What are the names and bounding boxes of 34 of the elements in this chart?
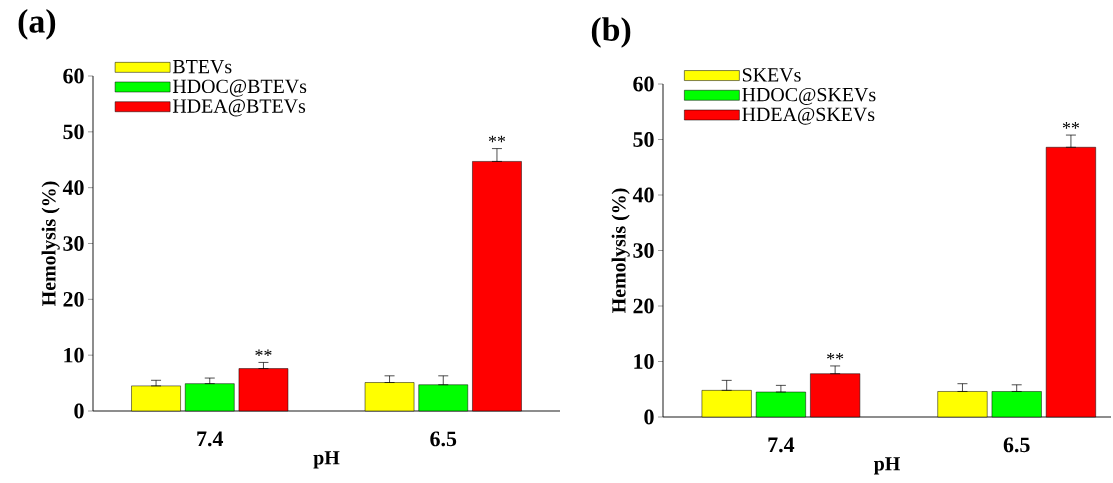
y-tick-label: 50 — [63, 124, 84, 140]
legend-label: BTEVs — [172, 60, 232, 74]
annotation: ** — [827, 352, 844, 360]
annotation: ** — [1062, 122, 1080, 129]
y-tick-label: 0 — [74, 403, 84, 419]
x-axis-title: pH — [313, 451, 340, 469]
y-tick-label: 10 — [64, 347, 84, 363]
annotation: ** — [255, 349, 272, 357]
y-tick-label: 20 — [63, 291, 84, 307]
y-tick-label: 0 — [644, 409, 654, 425]
x-tick-label: 6.5 — [1003, 437, 1030, 453]
y-tick-label: 40 — [62, 180, 84, 196]
y-axis-title: Hemolysis (%) — [611, 188, 630, 313]
annotation: ** — [488, 135, 506, 143]
legend-label: HDOC@BTEVs — [172, 79, 307, 97]
y-tick-label: 60 — [633, 76, 654, 92]
y-tick-label: 40 — [632, 187, 654, 203]
legend-label: HDEA@SKEVs — [742, 107, 875, 125]
y-tick-label: 10 — [634, 354, 654, 369]
legend-label: HDOC@SKEVs — [742, 87, 876, 105]
legend-label: HDEA@BTEVs — [172, 99, 306, 117]
x-tick-label: 7.4 — [197, 431, 224, 447]
y-tick-label: 30 — [63, 236, 84, 251]
x-tick-label: 6.5 — [430, 431, 457, 447]
y-tick-label: 30 — [633, 243, 654, 258]
chart-title: (b) — [591, 17, 631, 48]
y-tick-label: 50 — [633, 132, 654, 147]
y-tick-label: 20 — [633, 298, 654, 314]
chart-title: (a) — [18, 8, 56, 40]
x-axis-title: pH — [873, 457, 900, 475]
x-tick-label: 7.4 — [768, 437, 795, 453]
legend-label: SKEVs — [742, 68, 801, 82]
y-axis-title: Hemolysis (%) — [41, 181, 60, 306]
y-tick-label: 60 — [63, 68, 84, 84]
